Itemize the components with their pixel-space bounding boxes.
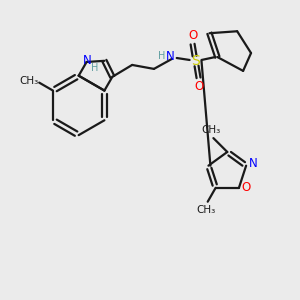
Text: CH₃: CH₃ — [202, 125, 221, 135]
Text: S: S — [191, 54, 200, 68]
Text: O: O — [194, 80, 203, 93]
Text: CH₃: CH₃ — [20, 76, 39, 85]
Text: O: O — [241, 181, 250, 194]
Text: N: N — [83, 55, 92, 68]
Text: N: N — [249, 157, 257, 170]
Text: H: H — [91, 63, 98, 73]
Text: H: H — [158, 51, 166, 61]
Text: CH₃: CH₃ — [196, 205, 215, 214]
Text: O: O — [188, 29, 197, 42]
Text: N: N — [165, 50, 174, 62]
